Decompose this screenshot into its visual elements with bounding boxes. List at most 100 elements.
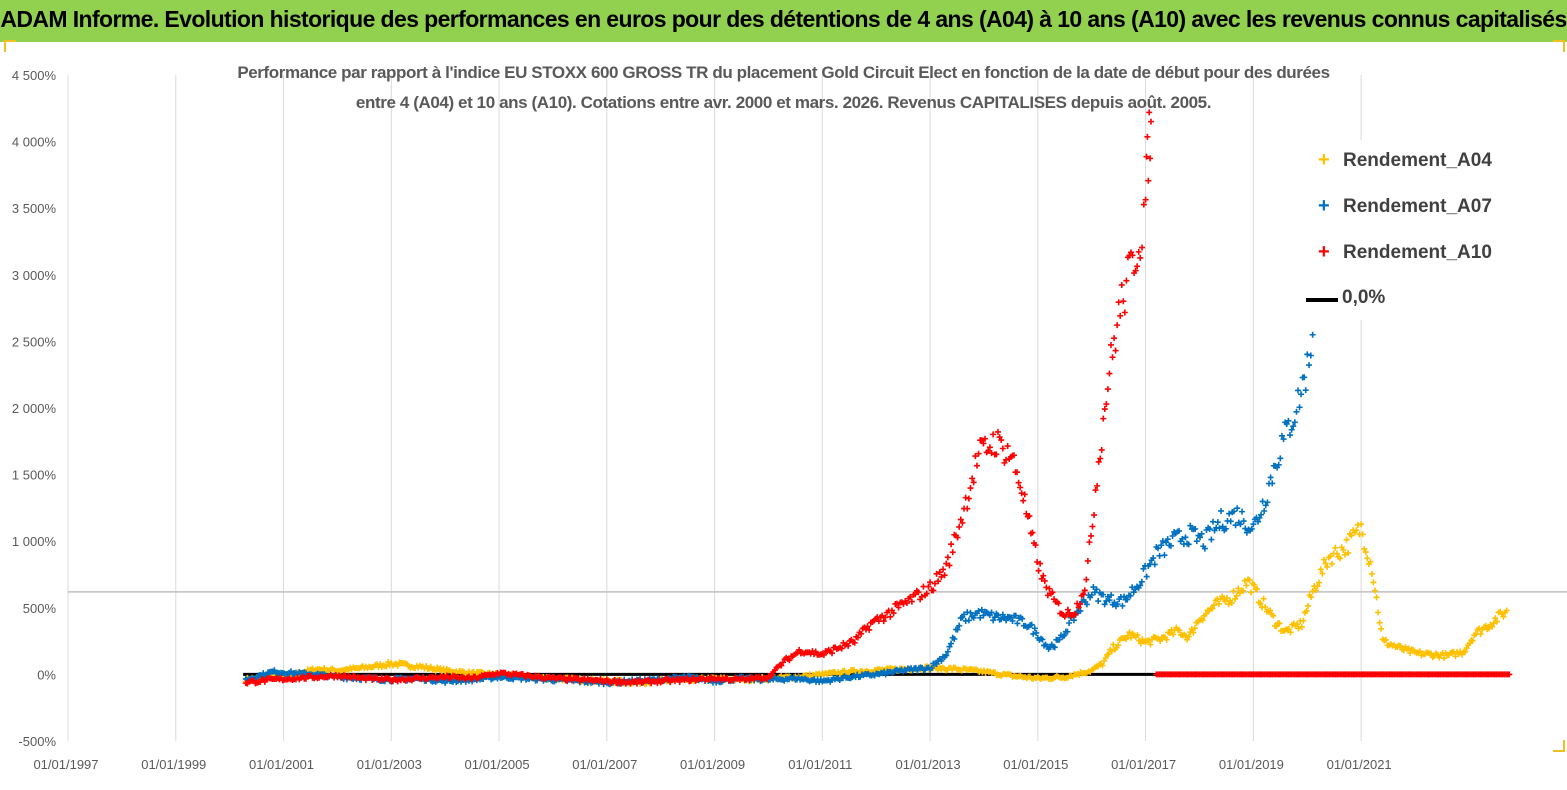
data-point bbox=[1375, 609, 1382, 616]
data-point bbox=[1106, 370, 1113, 377]
data-point bbox=[1482, 622, 1489, 629]
data-point bbox=[1100, 415, 1107, 422]
x-tick-label: 01/01/2001 bbox=[249, 757, 314, 772]
data-point bbox=[383, 663, 390, 670]
data-point bbox=[1333, 550, 1340, 557]
data-point bbox=[1097, 455, 1104, 462]
data-point bbox=[1476, 625, 1483, 632]
data-point bbox=[1070, 617, 1077, 624]
data-point bbox=[1100, 591, 1107, 598]
data-point bbox=[1367, 558, 1374, 565]
data-point bbox=[941, 572, 948, 579]
data-point bbox=[903, 600, 910, 607]
data-point bbox=[1107, 341, 1114, 348]
data-point bbox=[936, 569, 943, 576]
data-point bbox=[1066, 609, 1073, 616]
data-point bbox=[1091, 512, 1098, 519]
data-point bbox=[1262, 502, 1269, 509]
data-point bbox=[1094, 482, 1101, 489]
data-point bbox=[1208, 536, 1215, 543]
data-point bbox=[1037, 560, 1044, 567]
data-point bbox=[1248, 525, 1255, 532]
data-point bbox=[779, 659, 786, 666]
data-point bbox=[1044, 592, 1051, 599]
data-point bbox=[938, 573, 945, 580]
data-point bbox=[1104, 386, 1111, 393]
data-point bbox=[965, 495, 972, 502]
data-point bbox=[1121, 593, 1128, 600]
data-point bbox=[1312, 587, 1319, 594]
data-point bbox=[1145, 637, 1152, 644]
data-point bbox=[1489, 623, 1496, 630]
data-point bbox=[1305, 602, 1312, 609]
data-point bbox=[1075, 604, 1082, 611]
y-tick-label: 3 000% bbox=[12, 268, 57, 283]
data-point bbox=[925, 583, 932, 590]
data-point bbox=[1179, 535, 1186, 542]
data-point bbox=[1106, 597, 1113, 604]
data-point bbox=[1295, 387, 1302, 394]
legend-marker-a07: + bbox=[1318, 195, 1330, 217]
data-point bbox=[1157, 637, 1164, 644]
data-point bbox=[1077, 607, 1084, 614]
data-point bbox=[1034, 559, 1041, 566]
data-point bbox=[1063, 611, 1070, 618]
data-point bbox=[763, 675, 770, 682]
x-tick-label: 01/01/2017 bbox=[1111, 757, 1176, 772]
data-point bbox=[954, 534, 961, 541]
data-point bbox=[1137, 254, 1144, 261]
data-point bbox=[1129, 252, 1136, 259]
data-point bbox=[930, 587, 937, 594]
data-point bbox=[1051, 644, 1058, 651]
data-point bbox=[864, 623, 871, 630]
data-point bbox=[991, 614, 998, 621]
data-point bbox=[893, 600, 900, 607]
data-point bbox=[990, 617, 997, 624]
data-point bbox=[1163, 636, 1170, 643]
data-point bbox=[1108, 648, 1115, 655]
data-point bbox=[944, 648, 951, 655]
data-point bbox=[394, 662, 401, 669]
data-point bbox=[1004, 443, 1011, 450]
data-point bbox=[1132, 267, 1139, 274]
data-point bbox=[1121, 309, 1128, 316]
data-point bbox=[1441, 655, 1448, 662]
data-point bbox=[1218, 507, 1225, 514]
data-point bbox=[1209, 605, 1216, 612]
data-point bbox=[1124, 632, 1131, 639]
data-point bbox=[1358, 521, 1365, 528]
data-point bbox=[1314, 583, 1321, 590]
data-point bbox=[1300, 617, 1307, 624]
data-point bbox=[1190, 629, 1197, 636]
data-point bbox=[1273, 623, 1280, 630]
data-point bbox=[1035, 567, 1042, 574]
data-point bbox=[1298, 623, 1305, 630]
data-point bbox=[1108, 592, 1115, 599]
y-tick-label: -500% bbox=[18, 734, 56, 749]
data-point bbox=[1259, 498, 1266, 505]
x-tick-label: 01/01/2013 bbox=[896, 757, 961, 772]
y-tick-label: 2 500% bbox=[12, 334, 57, 349]
axis-layer: 01/01/1997 01/01/1999 01/01/2001 01/01/2003… bbox=[12, 68, 1392, 772]
data-point bbox=[980, 440, 987, 447]
data-point bbox=[1254, 518, 1261, 525]
data-point bbox=[1211, 602, 1218, 609]
corner-mark bbox=[1553, 40, 1565, 52]
series-layer bbox=[242, 109, 1513, 688]
data-point bbox=[676, 678, 683, 685]
data-point bbox=[1251, 581, 1258, 588]
data-point bbox=[866, 626, 873, 633]
data-point bbox=[1373, 594, 1380, 601]
data-point bbox=[1088, 592, 1095, 599]
data-point bbox=[1353, 527, 1360, 534]
data-point bbox=[778, 662, 785, 669]
legend-item-a10: + Rendement_A10 bbox=[1298, 238, 1512, 268]
data-point bbox=[1084, 557, 1091, 564]
data-point bbox=[990, 431, 997, 438]
data-point bbox=[938, 657, 945, 664]
data-point bbox=[1219, 523, 1226, 530]
y-tick-label: 1 000% bbox=[12, 534, 57, 549]
data-point bbox=[1294, 621, 1301, 628]
data-point bbox=[1254, 586, 1261, 593]
data-point bbox=[1309, 331, 1316, 338]
